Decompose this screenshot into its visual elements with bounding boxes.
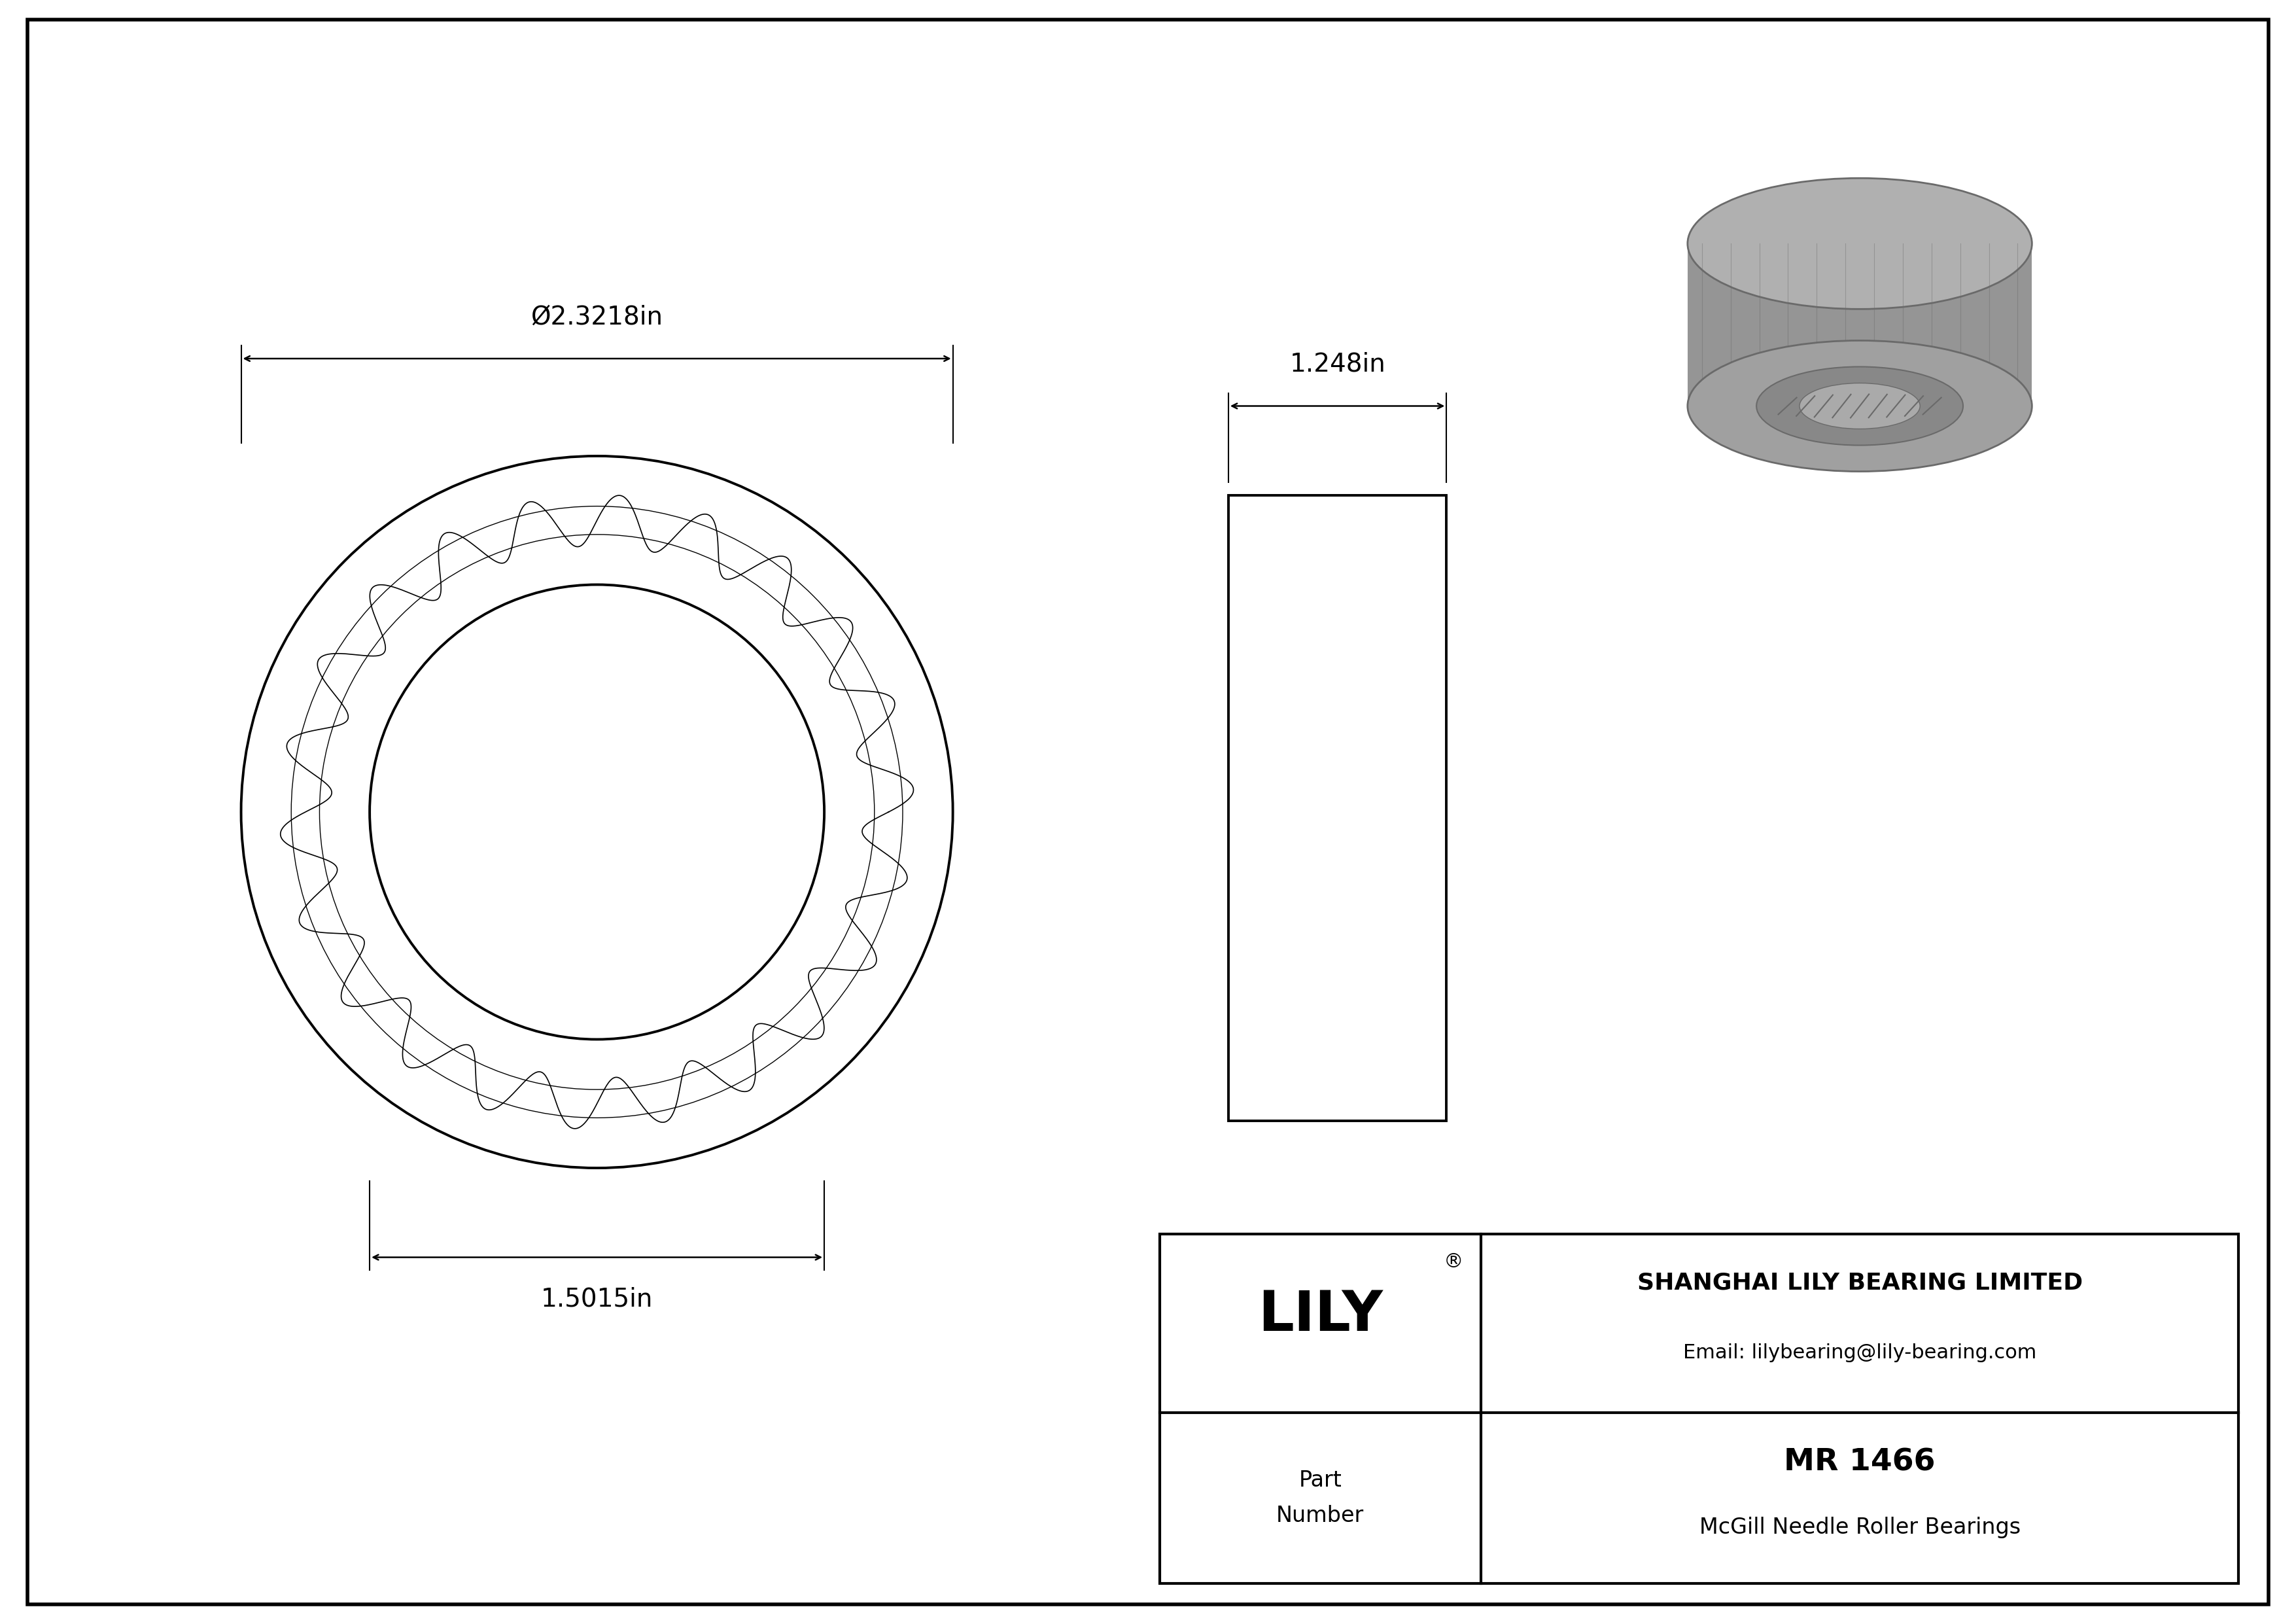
Text: 1.248in: 1.248in bbox=[1290, 352, 1384, 377]
Text: Ø2.3218in: Ø2.3218in bbox=[530, 304, 664, 330]
Ellipse shape bbox=[1800, 383, 1919, 429]
Text: SHANGHAI LILY BEARING LIMITED: SHANGHAI LILY BEARING LIMITED bbox=[1637, 1272, 2082, 1294]
Ellipse shape bbox=[1756, 367, 1963, 445]
Bar bbox=[1228, 495, 1446, 1121]
Text: ®: ® bbox=[1444, 1252, 1463, 1272]
Text: Email: lilybearing@lily-bearing.com: Email: lilybearing@lily-bearing.com bbox=[1683, 1343, 2037, 1363]
Text: LILY: LILY bbox=[1258, 1288, 1382, 1343]
Ellipse shape bbox=[1688, 179, 2032, 309]
Polygon shape bbox=[1688, 244, 2032, 406]
Text: Part
Number: Part Number bbox=[1277, 1470, 1364, 1527]
Text: McGill Needle Roller Bearings: McGill Needle Roller Bearings bbox=[1699, 1517, 2020, 1538]
Text: 1.5015in: 1.5015in bbox=[542, 1286, 652, 1312]
Ellipse shape bbox=[1688, 341, 2032, 471]
Text: MR 1466: MR 1466 bbox=[1784, 1447, 1936, 1478]
Bar bbox=[1159, 1234, 2239, 1583]
